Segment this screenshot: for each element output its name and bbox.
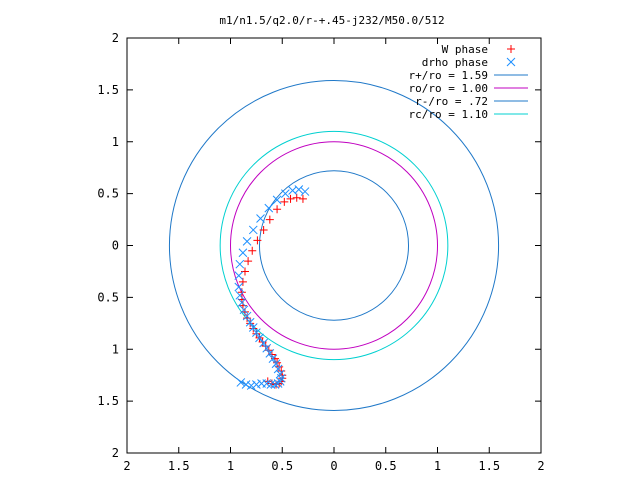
data-point-1-13: [235, 290, 245, 300]
circle-series-5: [219, 130, 449, 361]
x-tick-label-6: 1: [434, 459, 441, 473]
data-point-0-7: [253, 236, 262, 245]
x-tick-label-5: 0.5: [375, 459, 397, 473]
data-point-1-23: [265, 349, 275, 358]
data-point-1-21: [259, 338, 268, 348]
data-point-0-10: [240, 267, 249, 276]
legend-label-4: r-/ro = .72: [415, 95, 488, 108]
data-point-0-6: [259, 225, 268, 234]
data-point-1-5: [264, 203, 274, 213]
y-tick-label-0: 2: [112, 31, 119, 45]
data-point-1-16: [242, 311, 252, 321]
data-point-0-8: [248, 246, 257, 255]
y-tick-label-6: 1: [112, 342, 119, 356]
data-point-1-30: [273, 379, 283, 388]
circle-series-4: [258, 170, 410, 321]
y-tick-label-8: 2: [112, 446, 119, 460]
y-tick-label-1: 1.5: [97, 83, 119, 97]
data-point-1-34: [257, 379, 266, 388]
data-point-1-19: [252, 328, 261, 338]
data-point-1-35: [252, 380, 261, 389]
data-point-1-15: [239, 305, 249, 315]
data-point-0-17: [246, 319, 255, 328]
x-tick-label-0: 2: [123, 459, 130, 473]
data-point-1-4: [272, 195, 282, 205]
data-point-1-36: [246, 381, 256, 390]
y-tick-label-4: 0: [112, 239, 119, 253]
x-tick-label-1: 1.5: [168, 459, 190, 473]
reference-circles: [168, 80, 500, 411]
legend-label-3: ro/ro = 1.00: [409, 82, 488, 95]
data-point-1-6: [256, 214, 265, 223]
y-tick-label-2: 1: [112, 135, 119, 149]
y-tick-label-5: 0.5: [97, 290, 119, 304]
x-tick-label-7: 1.5: [478, 459, 500, 473]
chart-title: m1/n1.5/q2.0/r-+.45-j232/M50.0/512: [219, 14, 444, 27]
legend-marker-0: [507, 45, 515, 53]
data-point-1-22: [262, 343, 272, 353]
data-point-0-3: [280, 197, 289, 206]
data-point-1-3: [281, 189, 290, 198]
data-point-0-2: [286, 194, 295, 203]
legend-label-2: r+/ro = 1.59: [409, 69, 488, 82]
data-point-1-37: [241, 380, 251, 389]
axis-ticks: 2 1.5 1 0.5 0 0.5 1 1.5 221.510.500.511.52: [97, 31, 544, 473]
data-point-0-9: [244, 257, 253, 266]
data-point-1-38: [236, 378, 246, 387]
data-point-1-17: [245, 317, 255, 327]
data-point-1-8: [242, 236, 252, 246]
x-tick-label-3: 0.5: [271, 459, 293, 473]
data-point-0-5: [265, 215, 274, 224]
data-point-0-4: [273, 205, 282, 214]
data-point-1-2: [288, 186, 297, 195]
x-tick-label-8: 2: [537, 459, 544, 473]
x-tick-label-2: 1: [227, 459, 234, 473]
phase-points: [234, 185, 310, 390]
data-point-1-12: [234, 282, 244, 292]
data-point-1-11: [234, 271, 244, 280]
data-point-1-0: [300, 187, 310, 196]
data-point-1-18: [248, 323, 258, 332]
data-point-0-11: [238, 277, 247, 286]
data-point-1-10: [235, 259, 245, 269]
y-tick-label-7: 1.5: [97, 394, 119, 408]
x-tick-label-4: 0: [330, 459, 337, 473]
legend-label-5: rc/ro = 1.10: [409, 108, 488, 121]
data-point-0-1: [292, 193, 301, 202]
data-point-1-7: [248, 225, 258, 235]
data-point-0-0: [298, 194, 307, 203]
data-point-1-20: [255, 333, 264, 343]
y-tick-label-3: 0.5: [97, 187, 119, 201]
legend-label-0: W phase: [442, 43, 488, 56]
circle-series-3: [230, 141, 438, 350]
data-point-1-25: [271, 359, 281, 369]
data-point-1-9: [238, 248, 248, 258]
data-point-1-14: [237, 298, 247, 307]
data-point-1-26: [273, 364, 283, 374]
legend-marker-1: [506, 57, 516, 67]
circle-series-2: [168, 80, 500, 411]
legend-label-1: drho phase: [422, 56, 488, 69]
data-point-1-31: [270, 380, 280, 389]
data-point-1-24: [268, 354, 278, 363]
